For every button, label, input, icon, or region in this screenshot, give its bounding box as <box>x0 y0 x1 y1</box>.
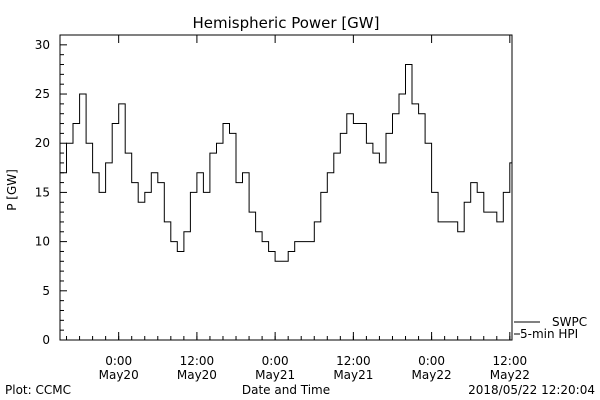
x-tick-time-label: 0:00 <box>418 354 445 368</box>
x-tick-date-label: May22 <box>490 368 530 382</box>
y-axis: 0 5 10 15 20 25 30 <box>35 38 67 347</box>
footer-timestamp: 2018/05/22 12:20:04 <box>468 383 595 397</box>
x-tick-date-label: May20 <box>177 368 217 382</box>
x-tick-time-label: 12:00 <box>493 354 528 368</box>
x-axis-label: Date and Time <box>242 383 330 397</box>
y-tick-label: 15 <box>35 185 50 199</box>
y-tick-label: 30 <box>35 38 50 52</box>
footer-credit: Plot: CCMC <box>5 383 71 397</box>
x-axis: 0:00May2012:00May200:00May2112:00May210:… <box>66 35 530 382</box>
x-tick-date-label: May20 <box>99 368 139 382</box>
x-tick-time-label: 0:00 <box>105 354 132 368</box>
legend-label-hpi: 5-min HPI <box>520 327 578 341</box>
legend-label-swpc: SWPC <box>552 315 587 329</box>
y-tick-label: 10 <box>35 235 50 249</box>
y-tick-label: 0 <box>42 333 50 347</box>
series-line-hpi <box>60 64 513 262</box>
x-tick-time-label: 0:00 <box>262 354 289 368</box>
x-tick-date-label: May22 <box>412 368 452 382</box>
chart-title: Hemispheric Power [GW] <box>193 14 380 32</box>
y-axis-label: P [GW] <box>5 169 19 211</box>
plot-frame <box>59 34 513 341</box>
x-tick-date-label: May21 <box>333 368 373 382</box>
x-tick-time-label: 12:00 <box>336 354 371 368</box>
x-tick-date-label: May21 <box>255 368 295 382</box>
y-tick-label: 5 <box>42 284 50 298</box>
y-tick-label: 20 <box>35 136 50 150</box>
series-layer <box>60 64 513 262</box>
x-tick-time-label: 12:00 <box>180 354 215 368</box>
y-tick-label: 25 <box>35 87 50 101</box>
